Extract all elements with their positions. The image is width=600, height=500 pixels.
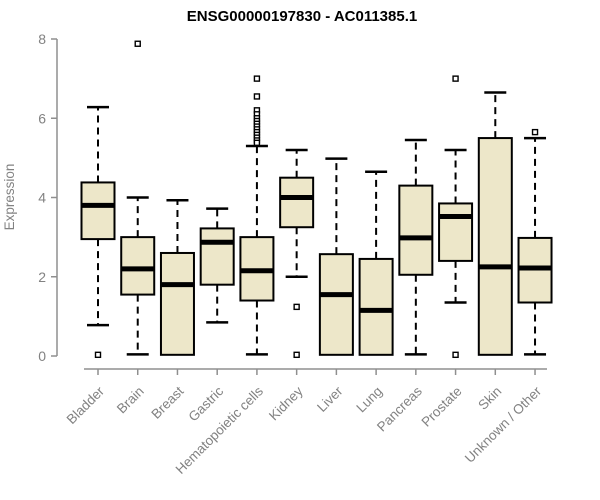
iqr-box [199, 227, 235, 286]
box-series [80, 40, 553, 359]
iqr-box [398, 184, 434, 276]
outlier-point [452, 75, 459, 82]
outlier-point [531, 128, 539, 136]
outlier-point [253, 75, 261, 82]
box-pancreas [398, 138, 434, 356]
x-tick-label: Brain [114, 384, 147, 417]
iqr-box [358, 257, 394, 356]
x-tick-label: Lung [353, 384, 385, 416]
box-unknown-other [517, 128, 553, 356]
y-tick-label: 6 [38, 110, 46, 126]
iqr-box [318, 253, 354, 356]
y-tick-label: 8 [38, 31, 46, 47]
outlier-point [293, 303, 300, 311]
outlier-point [253, 139, 261, 147]
box-hematopoietic-cells [239, 75, 275, 356]
x-tick-label: Breast [148, 383, 186, 421]
box-skin [477, 91, 513, 356]
box-gastric [199, 207, 235, 324]
y-tick-label: 2 [38, 269, 46, 285]
box-prostate [438, 75, 474, 359]
iqr-box [438, 202, 474, 262]
iqr-box [80, 181, 116, 241]
x-tick-label: Liver [314, 383, 346, 415]
x-tick-label: Kidney [266, 383, 306, 423]
outlier-point [94, 351, 102, 359]
box-kidney [279, 148, 315, 359]
x-tick-label: Bladder [64, 383, 108, 427]
outlier-point [253, 93, 261, 100]
chart-title: ENSG00000197830 - AC011385.1 [187, 8, 417, 25]
outlier-point [134, 40, 141, 47]
y-axis-label: Expression [2, 164, 17, 231]
iqr-box [279, 176, 315, 229]
box-breast [159, 199, 195, 356]
iqr-box [159, 251, 195, 356]
box-bladder [80, 105, 116, 359]
outlier-point [293, 351, 300, 359]
x-tick-label: Unknown / Other [462, 383, 545, 466]
y-tick-label: 0 [38, 348, 46, 364]
iqr-box [120, 236, 156, 296]
box-lung [358, 170, 394, 356]
box-brain [120, 40, 156, 356]
x-tick-label: Prostate [419, 384, 465, 430]
outlier-point [452, 351, 459, 359]
box-liver [318, 157, 354, 356]
x-tick-label: Skin [475, 384, 504, 413]
y-tick-label: 4 [38, 190, 46, 206]
iqr-box [477, 137, 513, 356]
